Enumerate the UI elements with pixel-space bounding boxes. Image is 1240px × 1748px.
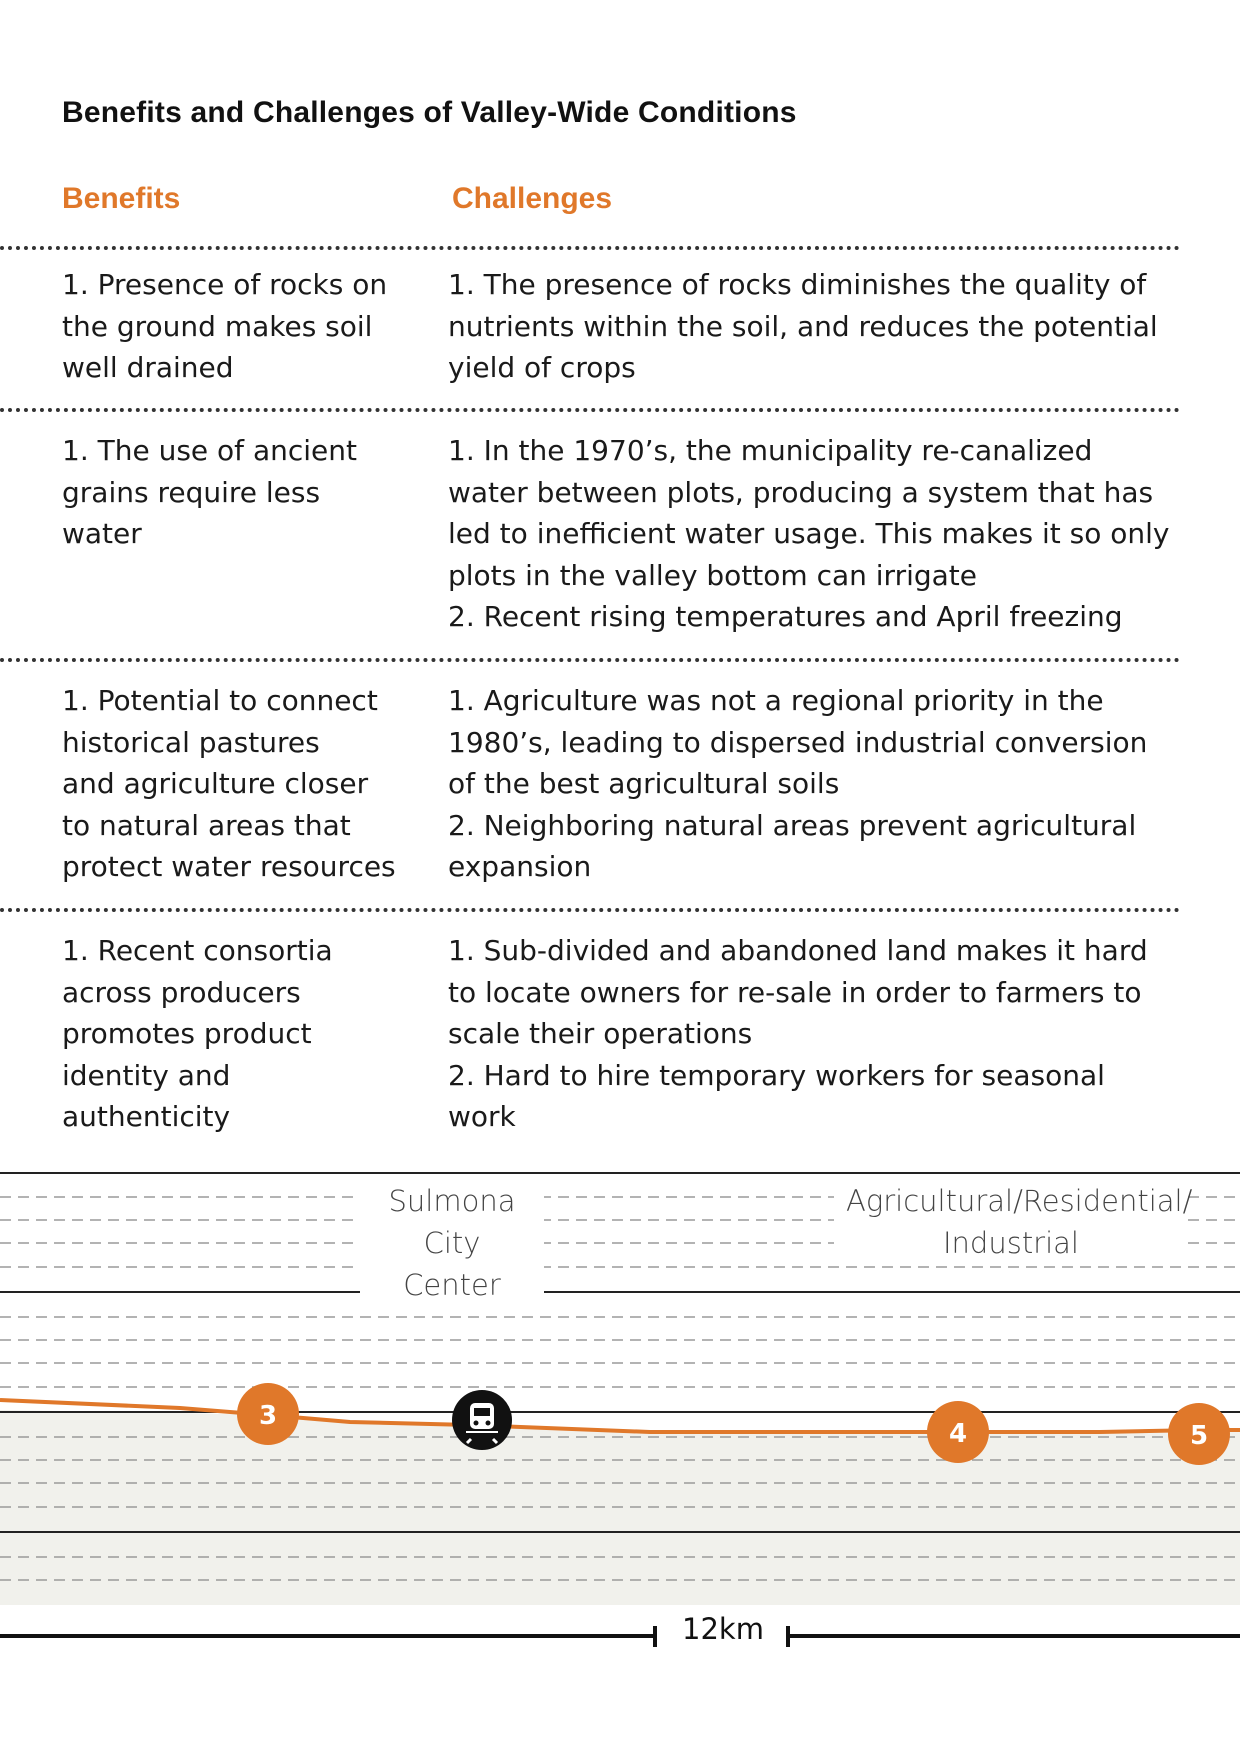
marker-label: 3 [259,1401,277,1431]
elevation-line [0,1398,1240,1434]
scale-label: 12km [682,1612,764,1646]
benefit-cell: 1. Potential to connect historical pastu… [62,684,396,883]
benefits-header: Benefits [62,182,181,215]
row-divider [0,408,1180,412]
zone-label-agri-res-industrial: Agricultural/Residential/ Industrial [834,1180,1192,1264]
challenge-cell: 1. The presence of rocks diminishes the … [448,268,1158,384]
challenge-cell: 1. Sub-divided and abandoned land makes … [448,934,1148,1133]
marker-label: 4 [949,1419,967,1449]
benefit-cell: 1. Presence of rocks on the ground makes… [62,268,388,384]
scale-bar [0,1626,1240,1647]
zone-label-city-center: Sulmona City Center [360,1180,544,1306]
challenges-header: Challenges [452,182,613,215]
page-title: Benefits and Challenges of Valley-Wide C… [62,96,797,129]
terrain-profile: 3 4 5 [0,1172,1240,1605]
challenge-cell: 1. In the 1970’s, the municipality re-ca… [448,434,1170,633]
site-marker-4: 4 [927,1401,989,1463]
marker-label: 5 [1190,1421,1208,1451]
benefit-cell: 1. Recent consortia across producers pro… [62,934,333,1133]
row-divider [0,658,1180,662]
challenge-cell: 1. Agriculture was not a regional priori… [448,684,1148,883]
train-icon [452,1390,512,1450]
benefit-cell: 1. The use of ancient grains require les… [62,434,357,550]
site-marker-5: 5 [1168,1403,1230,1465]
site-marker-3: 3 [237,1383,299,1445]
row-divider [0,246,1180,250]
row-divider [0,908,1180,912]
